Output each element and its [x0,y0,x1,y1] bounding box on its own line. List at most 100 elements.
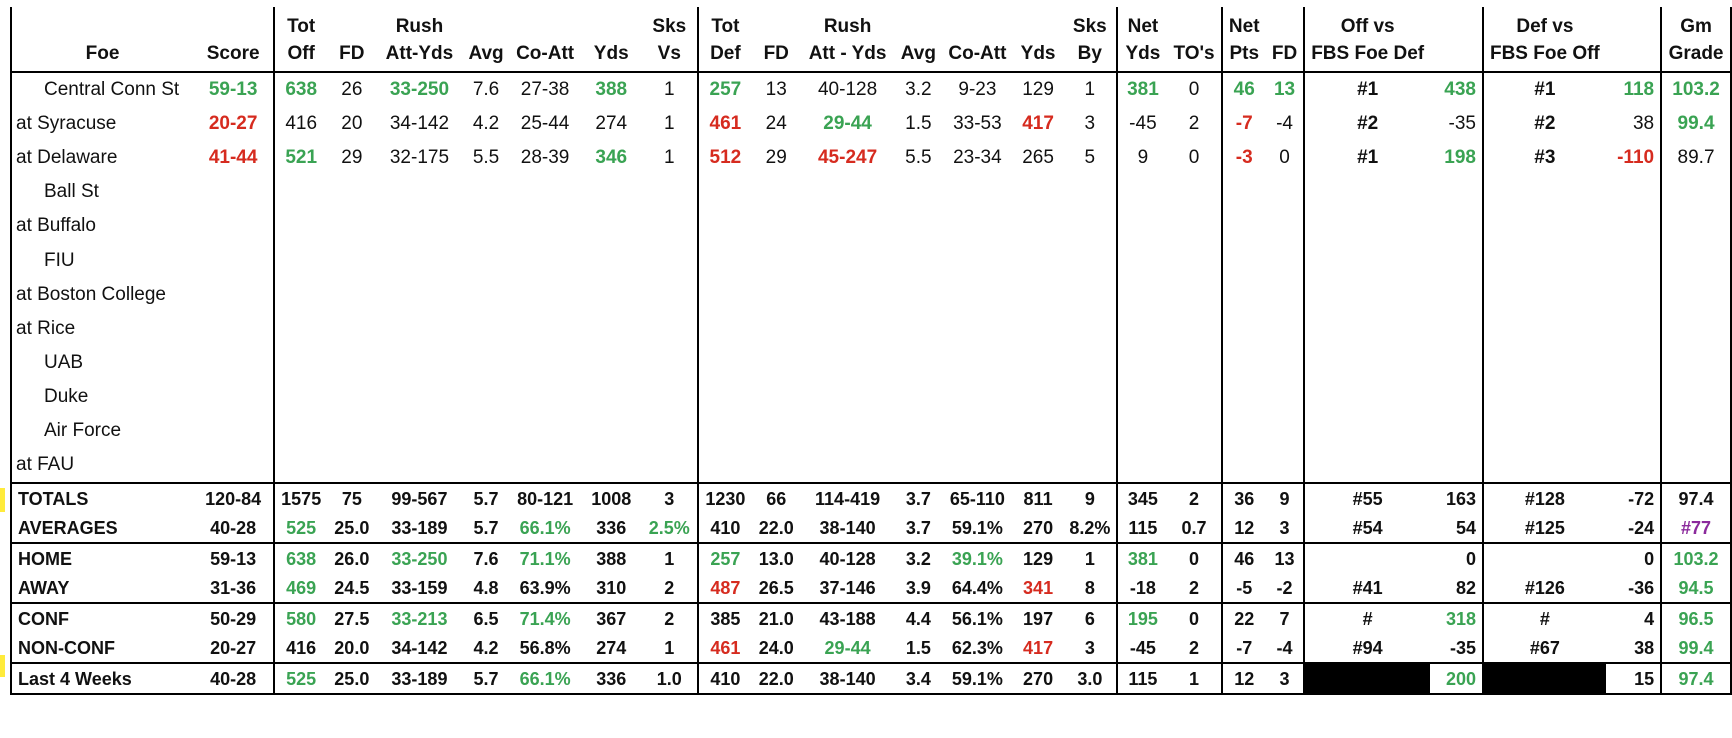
cell-rush-avg [462,312,509,346]
cell-gm-grade: 94.5 [1660,573,1732,604]
cell-net-tos: 2 [1189,637,1200,658]
cell-off-foe-def [1430,175,1483,209]
cell-rush-att-yds: 33-250 [376,542,463,574]
cell-off-fd: 24.5 [334,577,370,598]
cell-sks-by: 3 [1084,637,1095,658]
game-row: Ball St [9,175,1732,210]
cell-sks-by [1063,209,1117,243]
cell-rush-avg: 5.5 [472,147,500,169]
cell-def-rush-avg: 3.9 [905,577,931,598]
cell-rush-avg [462,414,509,448]
cell-def-foe-off [1606,448,1661,483]
cell-rush-avg [462,380,509,414]
cell-sks-vs: Sks [652,16,687,37]
cell-rush-att-yds [376,380,462,414]
cell-net-fd: 3 [1265,662,1305,696]
cell-tot-off: 638 [273,72,328,108]
cell-net-pts: -7 [1220,633,1266,664]
cell-def-fd: 24.0 [758,637,794,658]
cell-net-fd: -2 [1276,577,1293,598]
cell-def-foe-off [1606,278,1661,312]
cell-foe: at Boston College [9,277,194,312]
cell-foe [9,7,194,37]
cell-def-foe-off: -72 [1605,482,1662,514]
cell-rush-avg: 5.7 [473,517,499,538]
cell-off-fd: 25.0 [327,662,377,696]
cell-def-fbs-rank [1481,379,1606,414]
cell-gm-grade: Grade [1660,37,1732,73]
cell-foe: Foe [9,37,194,73]
cell-tot-def: 257 [696,72,753,108]
cell-net-yds: 381 [1116,542,1168,574]
cell-def-rush-att-yds: 40-128 [817,79,878,101]
cell-net-yds [1116,413,1168,449]
cell-score: 40-28 [210,517,257,538]
cell-net-pts: 12 [1220,662,1266,696]
cell-pass-yds: 388 [595,79,628,101]
cell-def-rush-att-yds [800,346,894,380]
cell-def-co-att: 64.4% [951,577,1003,598]
cell-sks-vs [642,243,698,277]
cell-def-rush-att-yds: Rush [823,16,872,37]
cell-pass-co-att: 66.1% [509,662,581,696]
summary-row: AVERAGES 40-28 525 25.0 33-189 5.7 66.1% 336 2.5… [9,513,1732,544]
cell-def-foe-off: 4 [1605,602,1662,634]
cell-pass-co-att [510,346,581,380]
cell-def-foe-off [1606,7,1661,37]
cell-off-foe-def [1430,209,1483,243]
cell-foe: at Delaware [9,141,194,176]
cell-off-fd [327,414,376,448]
cell-def-rush-att-yds [800,312,894,346]
cell-gm-grade [1660,379,1732,414]
cell-net-yds [1116,379,1168,414]
cell-tot-def [696,345,753,380]
cell-def-fd: FD [752,37,801,73]
cell-def-co-att [942,448,1013,483]
cell-off-fbs-rank: #1 [1303,72,1431,108]
game-row: at Buffalo [9,209,1732,244]
summary-row: HOME 59-13 638 26.0 33-250 7.6 71.1% 388 1 257 13.… [9,542,1732,574]
cell-off-foe-def: 54 [1455,517,1476,538]
cell-def-co-att [942,175,1013,209]
cell-def-fbs-rank: #67 [1481,633,1606,664]
cell-gm-grade [1660,209,1732,244]
cell-rush-att-yds [376,278,462,312]
cell-net-fd [1266,278,1304,312]
cell-def-rush-avg: 3.7 [905,517,931,538]
cell-sks-vs [642,380,698,414]
cell-sks-by: 5 [1084,147,1096,169]
cell-def-rush-avg: 5.5 [905,147,932,169]
cell-off-foe-def: -35 [1448,113,1476,135]
cell-def-rush-avg: 4.4 [894,602,942,634]
cell-pass-co-att: 66.1% [519,517,571,538]
cell-net-yds [1116,448,1168,484]
cell-pass-co-att [510,414,581,448]
cell-def-foe-off [1606,414,1661,448]
cell-def-rush-att-yds [800,209,894,243]
cell-def-rush-avg [895,175,942,209]
cell-sks-by: 1 [1084,79,1096,101]
cell-def-fbs-rank: #126 [1481,573,1606,604]
cell-net-yds: Net [1116,7,1168,37]
cell-pass-co-att: 28-39 [520,147,570,169]
cell-def-pass-yds: 341 [1023,577,1054,598]
cell-foe: AVERAGES [9,513,194,544]
cell-def-fbs-rank: FBS Foe Off [1481,37,1606,73]
cell-net-pts: Pts [1220,37,1266,73]
summary-row: CONF 50-29 580 27.5 33-213 6.5 71.4% 367 2 385 21.… [9,602,1732,634]
cell-net-fd [1266,414,1304,448]
cell-rush-att-yds: 32-175 [389,147,450,169]
cell-rush-avg: 5.7 [462,482,510,514]
cell-def-pass-yds: 197 [1012,602,1064,634]
cell-tot-off: 525 [273,513,328,544]
cell-foe: CONF [9,602,194,634]
cell-off-fd [327,380,376,414]
game-row: at Rice [9,311,1732,346]
cell-net-pts: -7 [1220,107,1266,142]
cell-pass-yds [581,380,642,414]
cell-def-foe-off [1605,37,1662,73]
cell-rush-avg: 7.6 [472,79,500,101]
cell-sks-by: 1 [1063,542,1118,574]
cell-def-fd [752,414,800,448]
cell-tot-off: 416 [273,107,328,142]
